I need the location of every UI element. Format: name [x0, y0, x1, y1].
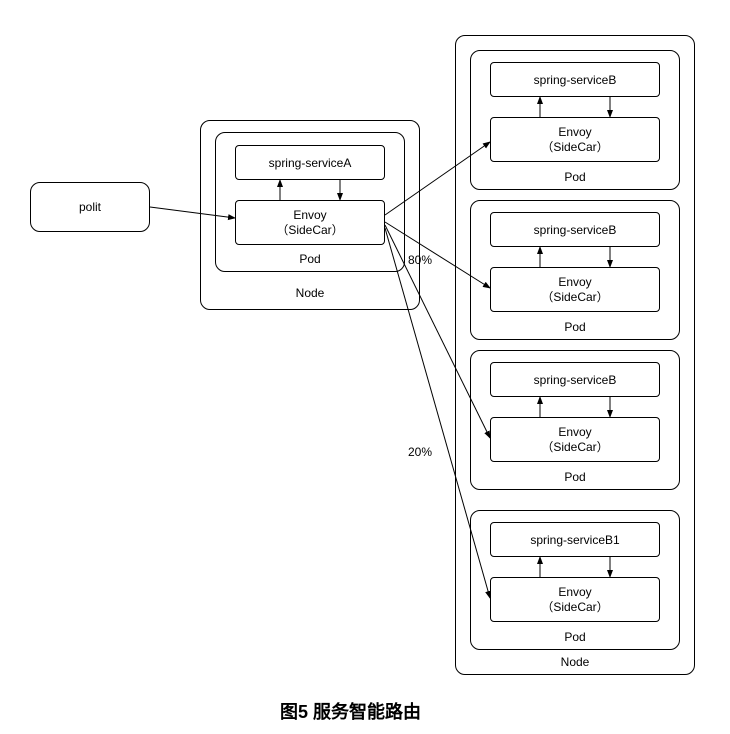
- envoy-a-text: Envoy （SideCar）: [276, 208, 343, 237]
- envoy-a: Envoy （SideCar）: [235, 200, 385, 245]
- pod-a-label: Pod: [215, 252, 405, 266]
- envoy-b3-text: Envoy （SideCar）: [541, 585, 608, 614]
- envoy-a-line2: （SideCar）: [276, 223, 343, 237]
- pod-b0-label: Pod: [470, 170, 680, 184]
- node-a-label: Node: [200, 286, 420, 300]
- envoy-b1-text: Envoy （SideCar）: [541, 275, 608, 304]
- pod-b3-label: Pod: [470, 630, 680, 644]
- spring-service-a: spring-serviceA: [235, 145, 385, 180]
- service-b3-label: spring-serviceB1: [530, 533, 619, 547]
- envoy-b2-l1: Envoy: [558, 425, 591, 439]
- envoy-b1-l2: （SideCar）: [541, 290, 608, 304]
- pct-20-label: 20%: [408, 445, 432, 459]
- figure-caption: 图5 服务智能路由: [280, 698, 421, 724]
- pct-80-label: 80%: [408, 253, 432, 267]
- envoy-b2-text: Envoy （SideCar）: [541, 425, 608, 454]
- service-b1-label: spring-serviceB: [534, 223, 617, 237]
- envoy-b3-l1: Envoy: [558, 585, 591, 599]
- polit-label: polit: [79, 200, 101, 214]
- envoy-a-line1: Envoy: [293, 208, 326, 222]
- service-b3: spring-serviceB1: [490, 522, 660, 557]
- envoy-b0: Envoy （SideCar）: [490, 117, 660, 162]
- envoy-b3: Envoy （SideCar）: [490, 577, 660, 622]
- service-b2: spring-serviceB: [490, 362, 660, 397]
- service-b0-label: spring-serviceB: [534, 73, 617, 87]
- envoy-b0-l1: Envoy: [558, 125, 591, 139]
- pod-b2-label: Pod: [470, 470, 680, 484]
- envoy-b0-l2: （SideCar）: [541, 140, 608, 154]
- envoy-b2-l2: （SideCar）: [541, 440, 608, 454]
- service-a-label: spring-serviceA: [269, 156, 352, 170]
- envoy-b0-text: Envoy （SideCar）: [541, 125, 608, 154]
- service-b0: spring-serviceB: [490, 62, 660, 97]
- node-b-label: Node: [455, 655, 695, 669]
- envoy-b1-l1: Envoy: [558, 275, 591, 289]
- service-b2-label: spring-serviceB: [534, 373, 617, 387]
- service-b1: spring-serviceB: [490, 212, 660, 247]
- envoy-b3-l2: （SideCar）: [541, 600, 608, 614]
- envoy-b1: Envoy （SideCar）: [490, 267, 660, 312]
- envoy-b2: Envoy （SideCar）: [490, 417, 660, 462]
- pod-b1-label: Pod: [470, 320, 680, 334]
- polit-box: polit: [30, 182, 150, 232]
